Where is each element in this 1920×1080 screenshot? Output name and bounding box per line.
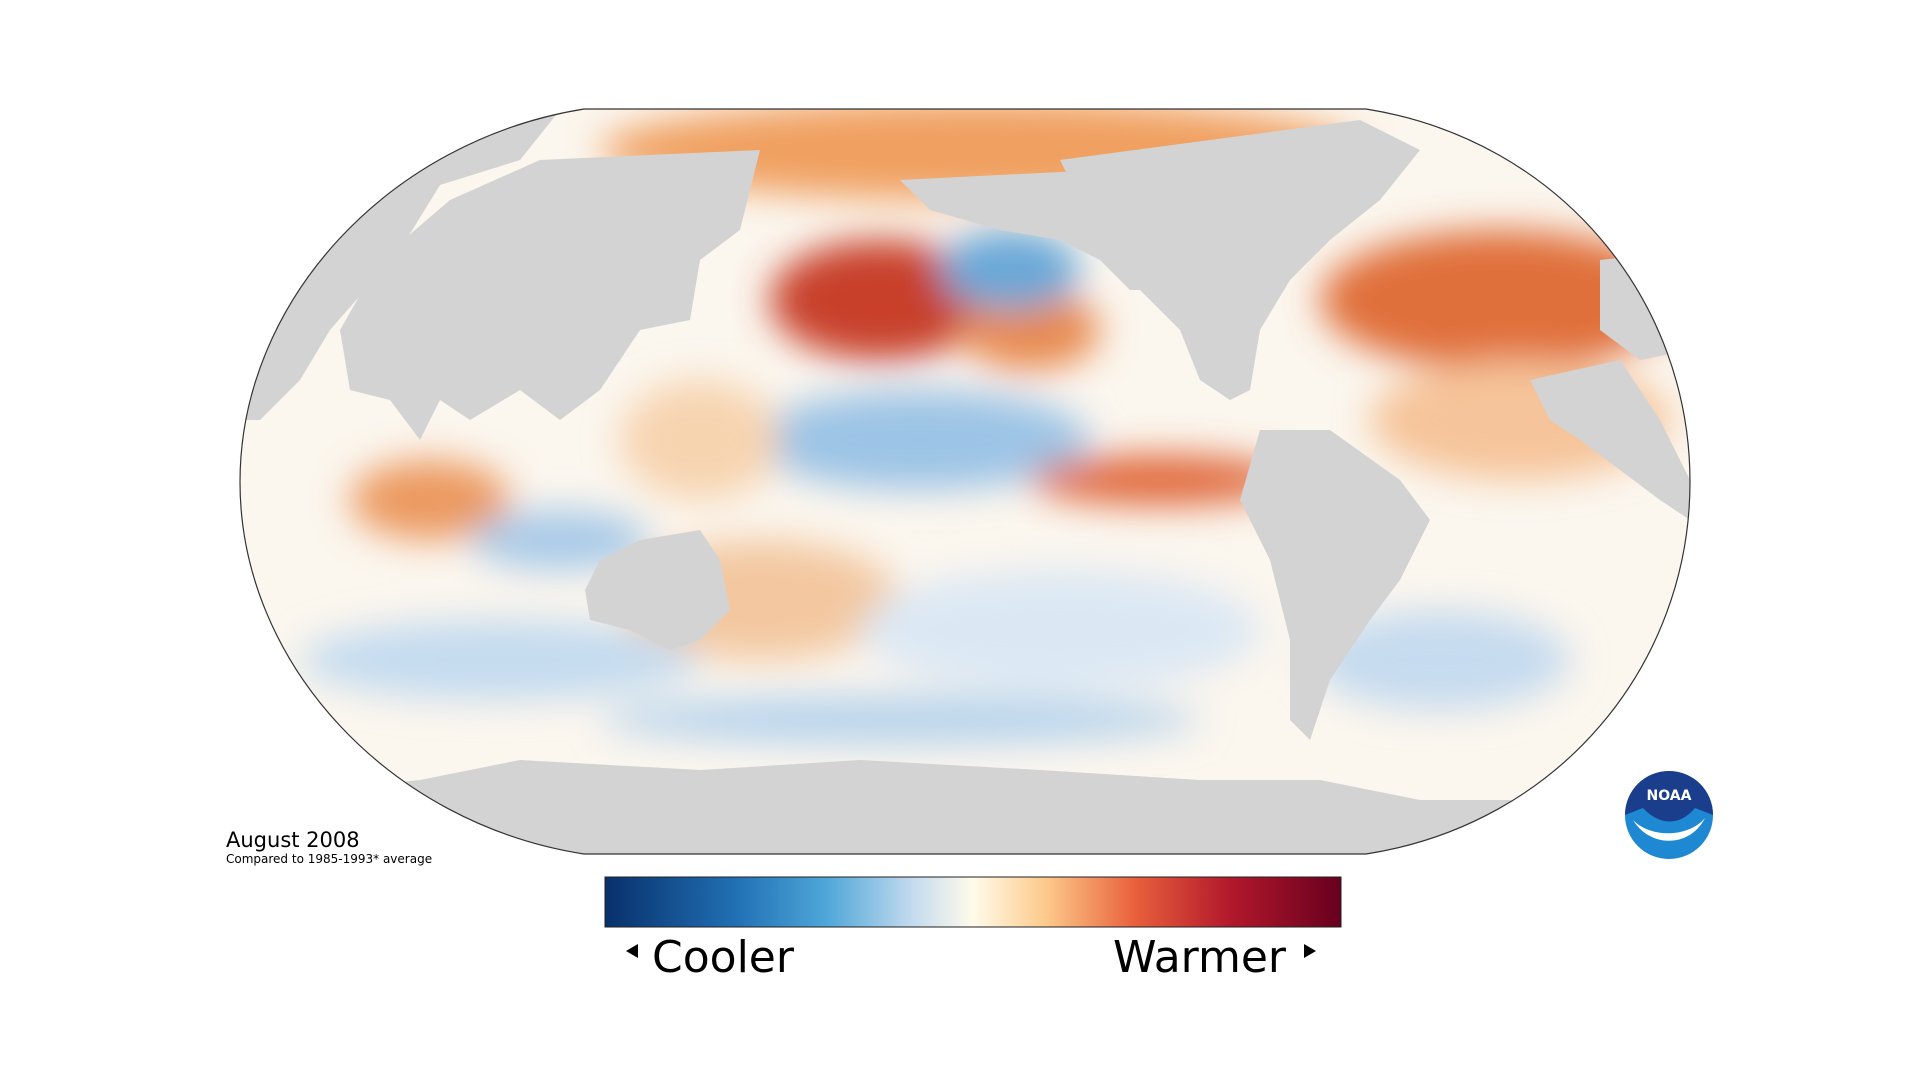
warmer-arrow (1304, 944, 1316, 958)
color-bar (604, 876, 1342, 928)
landmasses (240, 110, 1690, 854)
legend-high: Warmer (1113, 932, 1287, 983)
baseline-note: Compared to 1985-1993* average (226, 852, 432, 866)
logo-gull (1633, 818, 1705, 841)
map-date: August 2008 (226, 828, 360, 852)
cooler-arrow (626, 944, 638, 958)
map-outline (239, 108, 1691, 855)
legend-low: Cooler (652, 932, 795, 983)
map (240, 109, 1690, 854)
logo-text: NOAA (1647, 788, 1692, 804)
logo-top (1625, 771, 1713, 822)
anomaly-field (300, 109, 1680, 745)
noaa-logo: NOAA (1625, 771, 1713, 859)
